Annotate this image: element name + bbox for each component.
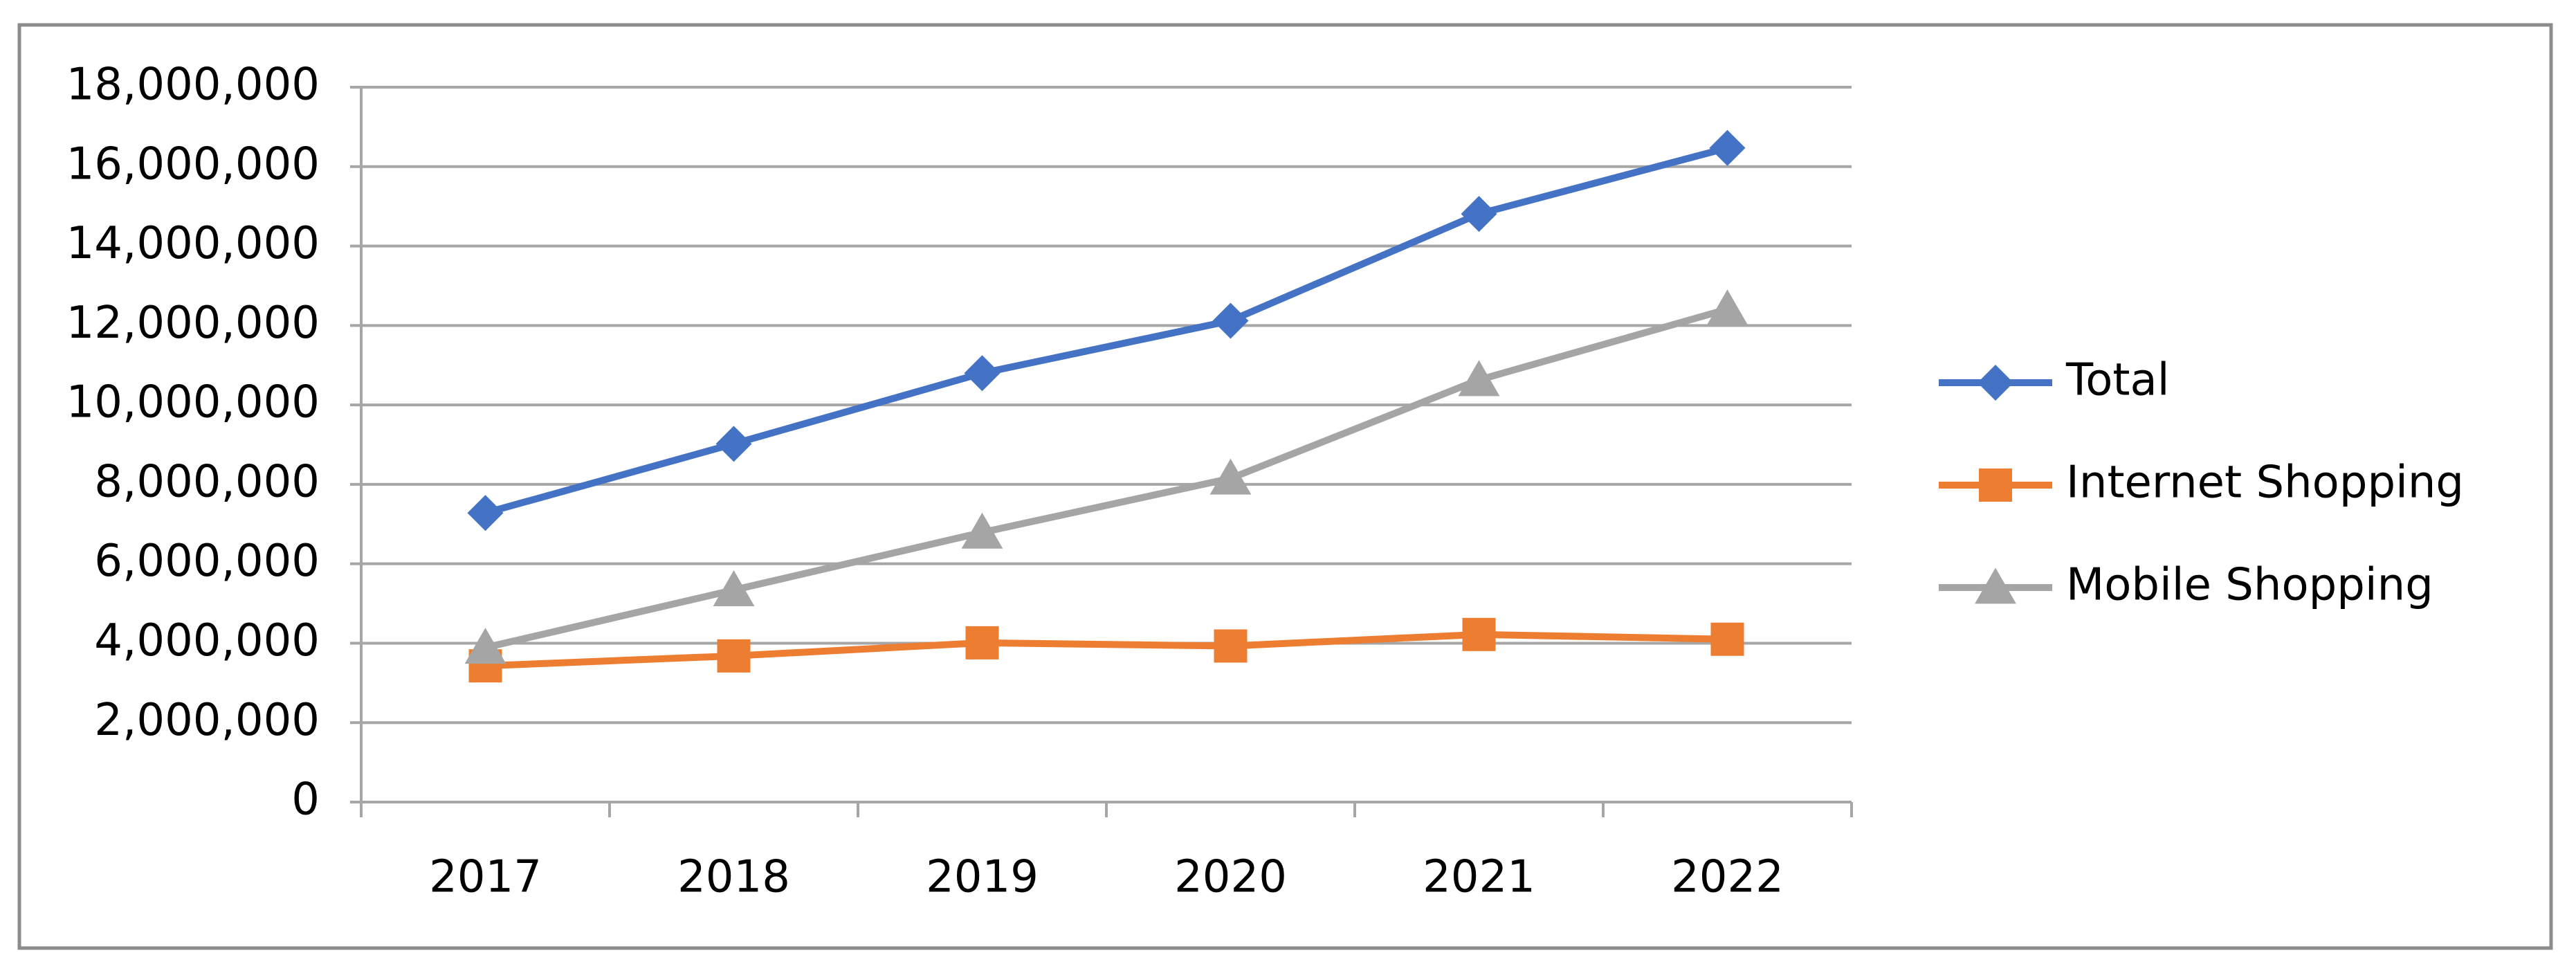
y-tick-label: 12,000,000	[66, 298, 320, 349]
y-tick-label: 0	[291, 774, 320, 826]
y-tick-label: 2,000,000	[94, 695, 320, 746]
marker	[1975, 567, 2016, 604]
y-tick-label: 18,000,000	[66, 60, 320, 111]
chart-border	[17, 23, 2553, 950]
marker	[1710, 622, 1744, 656]
marker	[1461, 196, 1497, 233]
series-line	[484, 305, 1728, 651]
x-tick-label: 2022	[1671, 852, 1784, 903]
marker	[1214, 629, 1248, 663]
marker	[715, 426, 752, 462]
legend-label: Total	[2065, 355, 2169, 406]
marker	[1709, 129, 1746, 166]
x-tick-label: 2017	[429, 852, 542, 903]
x-tick-label: 2021	[1423, 852, 1535, 903]
x-tick-label: 2018	[677, 852, 790, 903]
y-tick-label: 6,000,000	[94, 536, 320, 587]
y-tick-label: 16,000,000	[66, 138, 320, 190]
y-tick-label: 10,000,000	[66, 377, 320, 428]
marker	[1209, 458, 1252, 495]
y-tick-label: 14,000,000	[66, 218, 320, 269]
marker	[1462, 617, 1496, 651]
marker	[713, 570, 755, 606]
marker	[1977, 365, 2013, 401]
x-tick-label: 2020	[1174, 852, 1287, 903]
marker	[1706, 289, 1748, 326]
series-line	[484, 144, 1728, 517]
marker	[717, 639, 751, 673]
marker	[1979, 469, 2012, 502]
marker	[1212, 302, 1249, 339]
x-tick-label: 2019	[926, 852, 1039, 903]
marker	[965, 626, 999, 660]
marker	[961, 512, 1003, 549]
legend-label: Mobile Shopping	[2066, 560, 2433, 611]
y-tick-label: 8,000,000	[94, 456, 320, 507]
series-line	[485, 630, 1728, 670]
y-tick-label: 4,000,000	[94, 615, 320, 666]
legend-label: Internet Shopping	[2066, 457, 2464, 509]
marker	[464, 628, 506, 664]
marker	[1458, 360, 1500, 397]
marker	[964, 355, 1001, 392]
marker	[467, 495, 504, 531]
